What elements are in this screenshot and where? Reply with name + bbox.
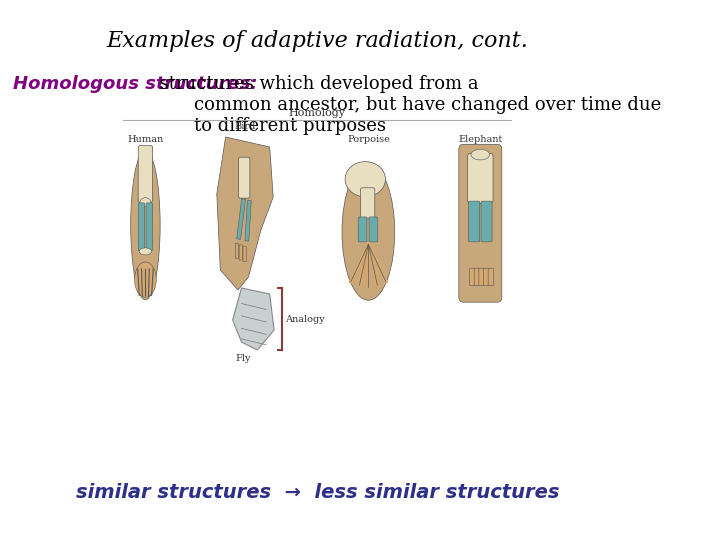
Text: similar structures  →  less similar structures: similar structures → less similar struct… — [76, 483, 559, 502]
Ellipse shape — [345, 161, 385, 197]
Ellipse shape — [139, 248, 152, 255]
FancyBboxPatch shape — [235, 243, 238, 258]
Text: Elephant: Elephant — [458, 135, 503, 144]
FancyBboxPatch shape — [138, 203, 145, 251]
Text: structures which developed from a
        common ancestor, but have changed over: structures which developed from a common… — [148, 75, 661, 134]
FancyBboxPatch shape — [479, 268, 484, 286]
Polygon shape — [233, 288, 274, 350]
FancyBboxPatch shape — [474, 268, 480, 286]
Ellipse shape — [471, 150, 490, 160]
FancyBboxPatch shape — [239, 245, 243, 260]
FancyBboxPatch shape — [484, 268, 489, 286]
FancyBboxPatch shape — [459, 144, 502, 302]
FancyBboxPatch shape — [369, 217, 378, 242]
FancyBboxPatch shape — [488, 268, 493, 286]
FancyBboxPatch shape — [238, 157, 250, 198]
Ellipse shape — [135, 262, 156, 297]
Text: Porpoise: Porpoise — [347, 135, 390, 144]
FancyBboxPatch shape — [146, 203, 153, 251]
Polygon shape — [217, 137, 273, 290]
FancyBboxPatch shape — [359, 217, 367, 242]
Text: Examples of adaptive radiation, cont.: Examples of adaptive radiation, cont. — [107, 30, 528, 52]
FancyBboxPatch shape — [138, 146, 153, 202]
Ellipse shape — [131, 150, 160, 300]
Text: Human: Human — [127, 135, 163, 144]
Text: Homology: Homology — [289, 108, 346, 118]
Text: Fly: Fly — [235, 354, 251, 363]
Polygon shape — [245, 200, 251, 241]
Text: Homologous structures:: Homologous structures: — [13, 75, 258, 93]
FancyBboxPatch shape — [361, 188, 375, 218]
Ellipse shape — [140, 198, 151, 206]
FancyBboxPatch shape — [469, 201, 480, 242]
FancyBboxPatch shape — [469, 268, 474, 286]
FancyBboxPatch shape — [481, 201, 492, 242]
Text: Analogy: Analogy — [286, 314, 325, 323]
Ellipse shape — [342, 164, 395, 300]
FancyBboxPatch shape — [243, 247, 246, 262]
Polygon shape — [237, 199, 246, 239]
Text: Bird: Bird — [234, 122, 256, 131]
FancyBboxPatch shape — [467, 153, 493, 204]
